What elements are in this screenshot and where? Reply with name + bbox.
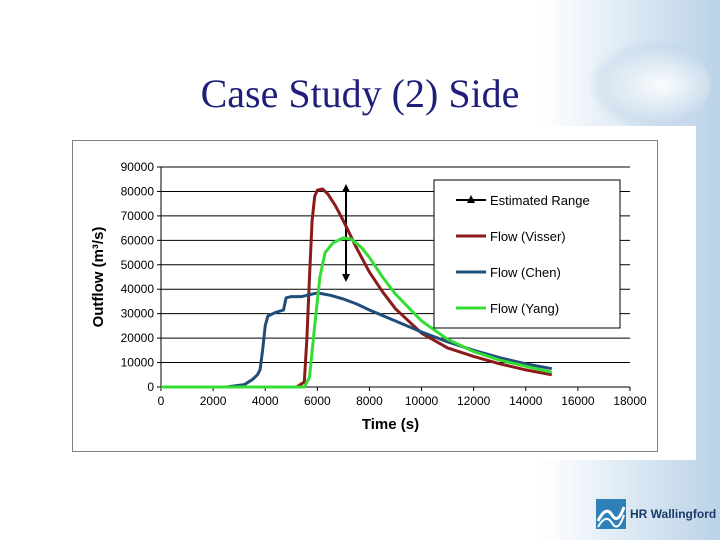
- background-swirl: [590, 40, 710, 130]
- legend-label-3: Flow (Yang): [490, 301, 559, 316]
- x-tick-label: 18000: [613, 394, 647, 408]
- y-tick-label: 20000: [121, 331, 155, 345]
- slide-title: Case Study (2) Side: [200, 71, 520, 116]
- x-tick-label: 12000: [457, 394, 491, 408]
- y-tick-label: 80000: [121, 184, 155, 198]
- hr-wallingford-logo: HR Wallingford: [596, 497, 716, 531]
- logo-wave-icon: [596, 506, 626, 528]
- y-tick-label: 40000: [121, 282, 155, 296]
- legend-label-2: Flow (Chen): [490, 265, 561, 280]
- x-tick-label: 6000: [304, 394, 331, 408]
- y-axis-label: Outflow (m³/s): [90, 227, 107, 328]
- logo-mark-icon: [596, 499, 626, 529]
- y-tick-label: 0: [147, 380, 154, 394]
- x-tick-label: 14000: [509, 394, 543, 408]
- outflow-chart: 0100002000030000400005000060000700008000…: [90, 160, 647, 433]
- y-tick-label: 50000: [121, 258, 155, 272]
- series-line-2: [161, 291, 553, 389]
- legend-label-1: Flow (Visser): [490, 229, 566, 244]
- x-tick-label: 4000: [252, 394, 279, 408]
- legend-label-0: Estimated Range: [490, 193, 590, 208]
- y-tick-label: 60000: [121, 233, 155, 247]
- logo-text: HR Wallingford: [630, 507, 717, 521]
- series-marker-bottom: [341, 274, 350, 282]
- legend-box: [433, 179, 621, 329]
- y-tick-label: 70000: [121, 209, 155, 223]
- x-tick-label: 10000: [405, 394, 439, 408]
- x-axis-label: Time (s): [362, 416, 419, 433]
- y-tick-label: 10000: [121, 356, 155, 370]
- y-tick-label: 30000: [121, 307, 155, 321]
- x-tick-label: 2000: [200, 394, 227, 408]
- series-line-3: [161, 236, 553, 389]
- x-tick-label: 0: [158, 394, 165, 408]
- x-tick-label: 8000: [356, 394, 383, 408]
- x-tick-label: 16000: [561, 394, 595, 408]
- series-line-1: [161, 187, 553, 389]
- legend-marker: [467, 195, 475, 203]
- series-marker-top: [341, 184, 350, 192]
- y-tick-label: 90000: [121, 160, 155, 174]
